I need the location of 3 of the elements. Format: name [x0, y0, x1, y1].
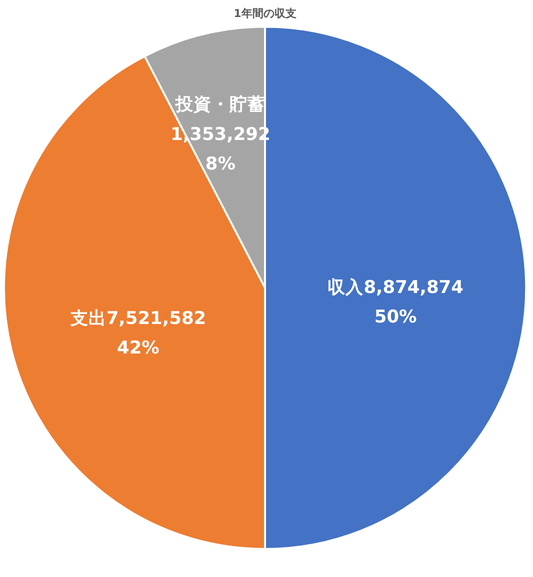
slice-label: 収入8,874,874 50%: [328, 276, 464, 328]
slice-label: 支出7,521,582 42%: [69, 308, 206, 358]
chart-title: 1年間の収支: [234, 6, 296, 20]
